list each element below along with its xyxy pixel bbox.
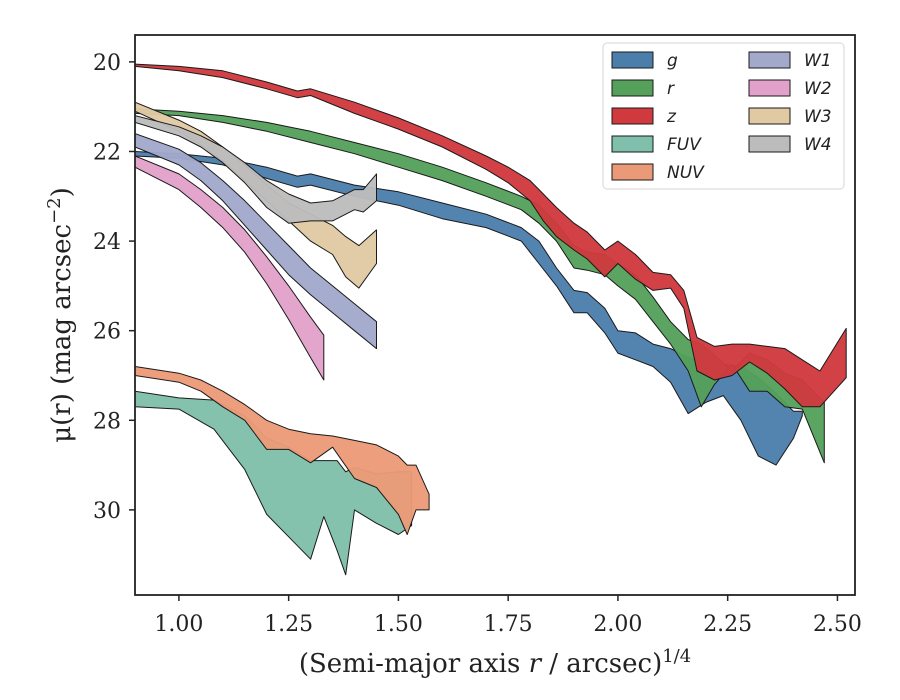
y-tick-label: 30 bbox=[93, 499, 121, 524]
legend-label-w4: W4 bbox=[804, 135, 832, 155]
legend-label-z: z bbox=[666, 107, 677, 127]
y-tick-label: 20 bbox=[93, 51, 121, 76]
y-tick-label: 26 bbox=[93, 320, 121, 345]
band-g bbox=[135, 151, 803, 466]
band-nuv bbox=[135, 366, 430, 535]
legend-swatch-fuv bbox=[611, 135, 654, 153]
x-tick-label: 1.75 bbox=[484, 612, 533, 637]
x-tick-label: 1.00 bbox=[154, 612, 203, 637]
y-axis-ticks: 20 22 24 26 28 30 bbox=[93, 51, 135, 524]
plot-frame bbox=[134, 34, 856, 596]
legend-swatch-w4 bbox=[748, 135, 791, 153]
legend-label-nuv: NUV bbox=[667, 163, 705, 183]
legend-label-r: r bbox=[667, 79, 675, 99]
legend-label-w1: W1 bbox=[804, 51, 832, 71]
legend-swatch-g bbox=[611, 51, 654, 69]
legend-swatch-z bbox=[611, 107, 654, 125]
legend-swatch-w1 bbox=[748, 51, 791, 69]
band-w4 bbox=[135, 115, 377, 224]
x-axis-ticks: 1.00 1.25 1.50 1.75 2.00 2.25 2.50 bbox=[154, 595, 862, 637]
legend-swatch-r bbox=[611, 79, 654, 97]
legend-label-fuv: FUV bbox=[667, 135, 702, 155]
x-tick-label: 2.50 bbox=[813, 612, 862, 637]
legend-swatch-nuv bbox=[611, 163, 654, 181]
x-axis-label: (Semi-major axis r / arcsec)1/4 bbox=[299, 646, 691, 679]
legend-swatch-w3 bbox=[748, 107, 791, 125]
band-w1 bbox=[135, 133, 377, 350]
y-tick-label: 24 bbox=[93, 230, 121, 255]
band-r bbox=[135, 108, 825, 464]
band-w2 bbox=[135, 155, 325, 381]
series-bands-group bbox=[135, 63, 847, 576]
y-tick-label: 28 bbox=[93, 409, 121, 434]
legend-swatch-w2 bbox=[748, 79, 791, 97]
legend: grz FUV NUV W1 W2 W3 W4 bbox=[602, 42, 845, 190]
legend-label-w2: W2 bbox=[804, 79, 832, 99]
band-z bbox=[135, 63, 847, 408]
x-tick-label: 1.50 bbox=[374, 612, 423, 637]
y-axis-label: μ(r) (mag arcsec−2) bbox=[44, 187, 77, 443]
x-tick-label: 2.25 bbox=[703, 612, 752, 637]
x-tick-label: 1.25 bbox=[264, 612, 313, 637]
legend-label-w3: W3 bbox=[804, 107, 832, 127]
x-tick-label: 2.00 bbox=[593, 612, 642, 637]
y-tick-label: 22 bbox=[93, 140, 121, 165]
legend-label-g: g bbox=[667, 51, 678, 71]
